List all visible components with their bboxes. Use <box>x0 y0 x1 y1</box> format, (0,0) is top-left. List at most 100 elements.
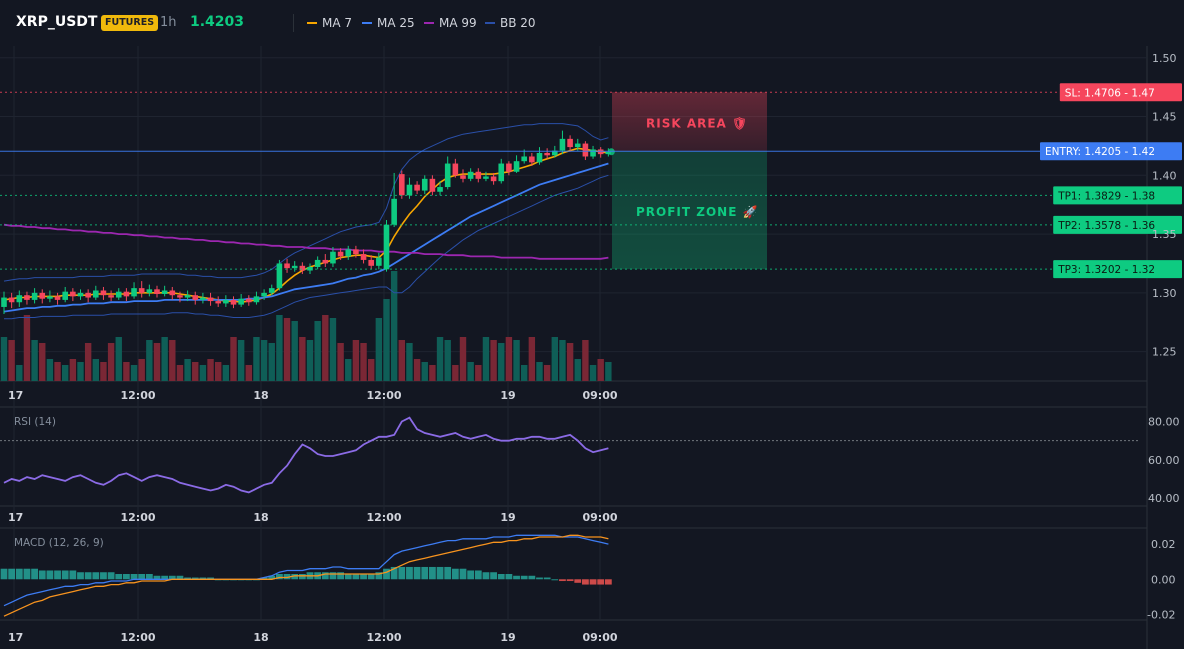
candle-body <box>230 299 237 305</box>
legend-ma25[interactable]: MA 25 <box>362 15 415 31</box>
volume-bar <box>199 365 207 381</box>
interval-selector[interactable]: 1h <box>160 15 177 30</box>
macd-histogram-bar <box>69 570 77 580</box>
volume-bar <box>406 343 413 381</box>
candle-body <box>108 295 114 298</box>
macd-histogram-bar <box>268 575 276 580</box>
candle-body <box>498 163 505 182</box>
time-tick-label: 18 <box>253 631 268 644</box>
time-tick-label: 19 <box>500 631 515 644</box>
volume-bar <box>291 321 298 381</box>
macd-pane: MACD (12, 26, 9) 0.02 0.00 -0.02 <box>0 534 1176 621</box>
candle-body <box>376 257 382 266</box>
macd-histogram-bar <box>54 570 61 580</box>
macd-histogram-bar <box>406 566 413 580</box>
legend-bb20[interactable]: BB 20 <box>485 15 536 31</box>
volume-bar <box>130 365 138 381</box>
legend-line-icon <box>362 22 372 24</box>
volume-bar <box>84 343 92 381</box>
candle-body <box>276 263 283 289</box>
time-tick-label: 12:00 <box>120 631 155 644</box>
price-level-text: TP3: 1.3202 - 1.32 <box>1057 264 1155 276</box>
risk-area-label: RISK AREA 🛡 <box>646 116 748 130</box>
volume-bar <box>482 337 490 381</box>
legend-ma99[interactable]: MA 99 <box>424 15 477 31</box>
candle-body <box>215 301 221 304</box>
candle-body <box>406 184 413 196</box>
macd-histogram-bar <box>352 574 360 580</box>
candle-body <box>460 175 466 179</box>
volume-bar <box>215 362 222 381</box>
macd-histogram-bar <box>604 579 612 585</box>
symbol-name[interactable]: XRP_USDT <box>16 14 98 30</box>
macd-histogram-bar <box>474 570 482 580</box>
macd-histogram-bar <box>329 572 337 580</box>
macd-histogram-bar <box>321 572 329 580</box>
legend-line-icon <box>485 22 495 24</box>
candle-body <box>54 296 61 300</box>
volume-bar <box>39 343 46 381</box>
macd-histogram-bar <box>520 575 528 580</box>
volume-bar <box>505 337 513 381</box>
time-tick-label: 12:00 <box>120 389 155 402</box>
candle-body <box>261 292 267 297</box>
macd-histogram-bar <box>23 568 31 580</box>
candle-body <box>574 143 581 148</box>
macd-histogram-bar <box>367 574 375 580</box>
legend-label: MA 7 <box>322 16 353 30</box>
profit-zone-label: PROFIT ZONE 🚀 <box>636 205 759 219</box>
time-tick-label: 17 <box>8 511 23 524</box>
candle-body <box>192 295 199 300</box>
macd-histogram-bar <box>497 574 505 580</box>
candle-body <box>85 292 91 298</box>
time-tick-label: 12:00 <box>366 511 401 524</box>
candle-body <box>161 290 168 295</box>
volume-bar <box>528 337 536 381</box>
macd-histogram-bar <box>130 574 138 580</box>
volume-bar <box>176 365 184 381</box>
futures-badge: FUTURES <box>101 15 159 31</box>
candle-body <box>544 152 550 156</box>
legend-ma7[interactable]: MA 7 <box>307 15 352 31</box>
macd-histogram-bar <box>360 574 367 580</box>
macd-histogram-bar <box>184 577 191 580</box>
macd-histogram-bar <box>482 572 490 580</box>
candle-body <box>253 296 260 303</box>
candle-body <box>322 259 329 264</box>
volume-bar <box>345 359 352 381</box>
volume-bar <box>253 337 260 381</box>
price-level-tag <box>1053 186 1182 205</box>
ma99-line <box>3 223 609 260</box>
macd-histogram-bar <box>436 566 444 580</box>
volume-bar <box>299 337 306 381</box>
time-tick-label: 18 <box>253 389 268 402</box>
macd-histogram-bar <box>100 572 107 580</box>
candle-body <box>314 259 321 267</box>
rsi-tick-label: 80.00 <box>1148 416 1180 429</box>
macd-histogram-bar <box>421 566 429 580</box>
volume-bar <box>207 359 214 381</box>
rsi-tick-label: 40.00 <box>1148 492 1180 505</box>
macd-histogram-bar <box>0 568 8 580</box>
volume-bar <box>115 337 122 381</box>
macd-histogram-bar <box>543 577 551 580</box>
volume-bar <box>138 359 145 381</box>
macd-histogram-bar <box>8 568 16 580</box>
candle-body <box>1 297 7 307</box>
time-tick-label: 12:00 <box>120 511 155 524</box>
trade-zones: RISK AREA 🛡 PROFIT ZONE 🚀 <box>612 92 767 270</box>
volume-bar <box>536 362 543 381</box>
price-tick-label: 1.30 <box>1152 287 1177 300</box>
candle-body <box>77 292 84 297</box>
volume-bar <box>398 340 405 381</box>
macd-histogram-bar <box>107 572 115 580</box>
candle-body <box>131 288 137 297</box>
volume-bar <box>192 362 199 381</box>
time-tick-label: 17 <box>8 631 23 644</box>
macd-histogram-bar <box>444 566 452 580</box>
bollinger-bands <box>3 123 609 320</box>
volume-bar <box>306 340 314 381</box>
candle-body <box>567 138 573 148</box>
volume-bar <box>92 359 99 381</box>
